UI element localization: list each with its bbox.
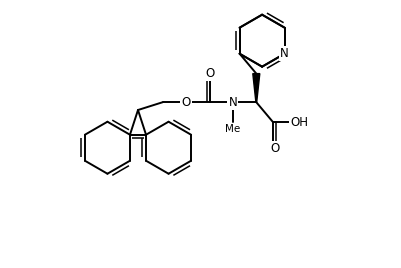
Text: OH: OH [290, 116, 308, 129]
Text: Me: Me [225, 124, 241, 134]
Polygon shape [253, 74, 260, 102]
Text: N: N [280, 47, 289, 60]
Text: O: O [182, 96, 191, 109]
Text: O: O [205, 67, 214, 80]
Text: N: N [229, 96, 237, 109]
Text: O: O [270, 142, 279, 155]
